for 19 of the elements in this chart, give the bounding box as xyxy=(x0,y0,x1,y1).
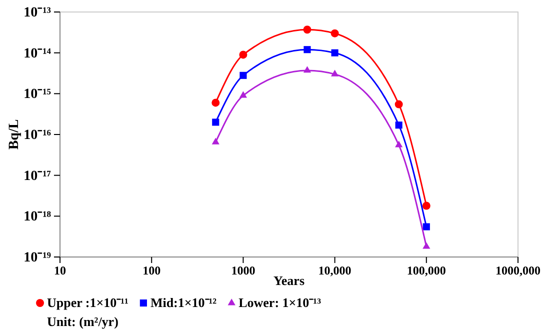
y-tick-label: 10⁻¹⁸ xyxy=(24,210,51,225)
y-tick-label: 10⁻¹⁵ xyxy=(24,87,51,102)
y-tick-label: 10⁻¹³ xyxy=(24,5,51,20)
legend-label: Upper :1×10⁻¹¹ xyxy=(47,295,129,310)
legend-title: Unit: (m²/yr) xyxy=(47,314,118,329)
x-tick-label: 10,000 xyxy=(318,264,352,278)
y-axis-title: Bq/L xyxy=(7,119,22,150)
x-tick-label: 1000 xyxy=(231,264,256,278)
y-tick-label: 10⁻¹⁶ xyxy=(24,128,51,143)
legend-label: Mid:1×10⁻¹² xyxy=(150,295,217,310)
y-tick-label: 10⁻¹⁷ xyxy=(24,168,51,184)
y-tick-label: 10⁻¹⁹ xyxy=(24,250,51,266)
x-tick-label: 100,000 xyxy=(406,264,446,278)
x-tick-label: 10 xyxy=(54,264,66,278)
x-axis-title: Years xyxy=(273,273,305,288)
legend-label: Lower: 1×10⁻¹³ xyxy=(238,295,322,310)
y-tick-label: 10⁻¹⁴ xyxy=(24,46,52,62)
x-tick-label: 100 xyxy=(142,264,161,278)
x-tick-label: 1000,000 xyxy=(496,264,540,278)
